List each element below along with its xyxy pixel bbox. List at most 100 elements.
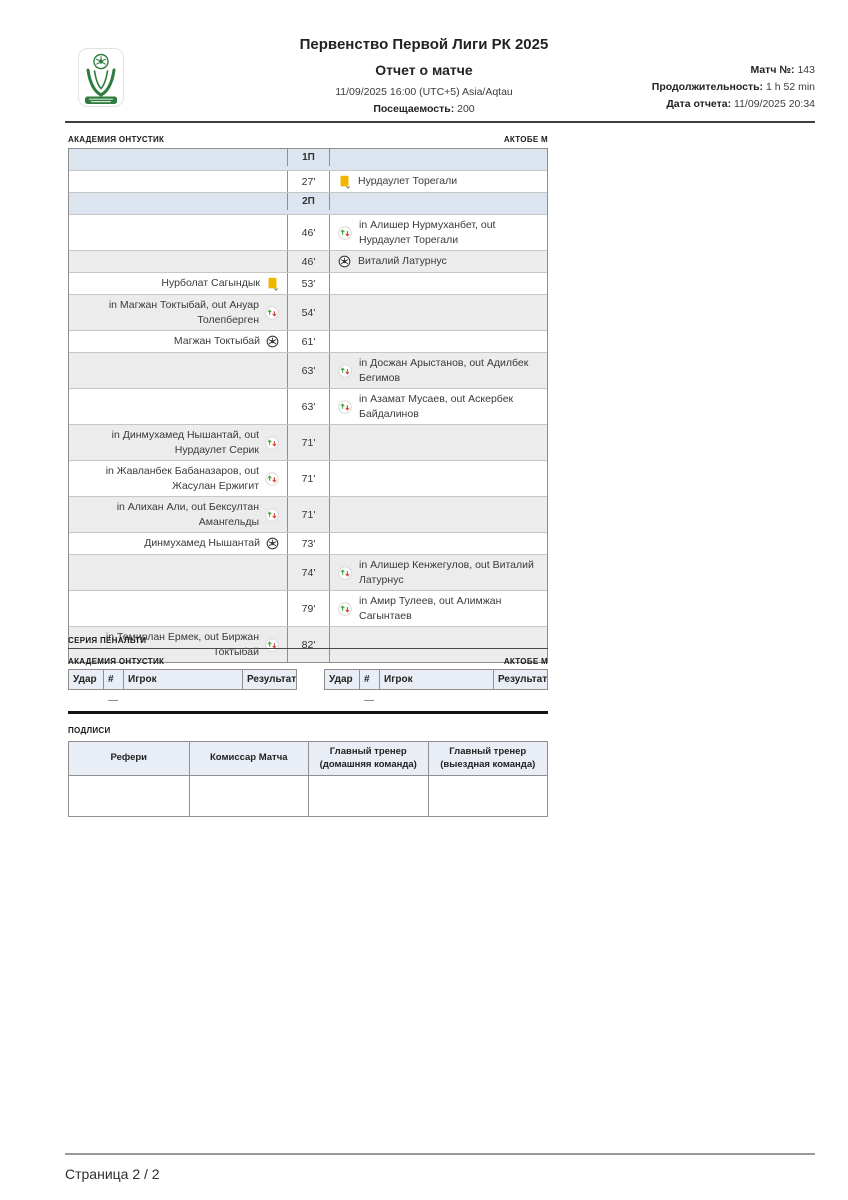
event-row: Нурболат Сагындык 53': [69, 272, 547, 294]
home-event-cell: [69, 389, 287, 424]
signature-col-home-coach: Главный тренер (домашняя команда): [308, 742, 428, 775]
event-row: in Жавланбек Бабаназаров, out Жасулан Ер…: [69, 460, 547, 496]
away-event-cell: in Амир Тулеев, out Алимжан Сагынтаев: [330, 591, 547, 626]
event-text: in Магжан Токтыбай, out Ануар Толепберге…: [108, 299, 259, 326]
away-event-cell: [330, 533, 547, 554]
event-text: in Азамат Мусаев, out Аскербек Байдалино…: [359, 393, 514, 420]
event-minute: 71': [287, 425, 330, 460]
report-date: Дата отчета: 11/09/2025 20:34: [666, 98, 815, 110]
event-text: Виталий Латурнус: [358, 255, 447, 268]
penalty-col-result: Результат: [493, 670, 547, 689]
event-text: in Алишер Нурмуханбет, out Нурдаулет Тор…: [359, 219, 496, 246]
yellow-card-icon: [266, 277, 279, 291]
event-row: 63' in Досжан Арыстанов, out Адилбек Беги…: [69, 352, 547, 388]
events-section: АКАДЕМИЯ ОНТУСТИК АКТОБЕ М 1П 27' Нурдауле…: [68, 135, 548, 663]
penalty-table-home: Удар # Игрок Результат —: [68, 669, 297, 706]
event-minute: 61': [287, 331, 330, 352]
period-row: 1П: [69, 149, 547, 170]
penalty-away-team: АКТОБЕ М: [503, 657, 548, 666]
signatures-section: ПОДЛИСИ Рефери Комиссар Матча Главный тр…: [68, 726, 548, 817]
substitution-icon: [265, 471, 279, 486]
match-number: Матч №: 143: [750, 64, 815, 76]
event-row: in Магжан Токтыбай, out Ануар Толепберге…: [69, 294, 547, 330]
signature-cell-away-coach: [427, 776, 548, 816]
event-text: in Алишер Кенжегулов, out Виталий Латурн…: [359, 559, 534, 586]
signatures-table: Рефери Комиссар Матча Главный тренер (до…: [68, 741, 548, 817]
event-minute: 46': [287, 215, 330, 250]
match-datetime: 11/09/2025 16:00 (UTC+5) Asia/Aqtau: [335, 86, 513, 98]
yellow-card-icon: [338, 175, 351, 189]
penalty-section-title: СЕРИЯ ПЕНАЛЬТИ: [68, 636, 147, 645]
period-row: 2П: [69, 192, 547, 214]
header-divider: [65, 121, 815, 123]
substitution-icon: [265, 305, 279, 320]
substitution-icon: [338, 399, 352, 414]
home-event-cell: in Алихан Али, out Бексултан Амангельды: [69, 497, 287, 532]
signature-col-referee: Рефери: [110, 752, 148, 764]
event-minute: 74': [287, 555, 330, 590]
away-team-name: АКТОБЕ М: [503, 135, 548, 144]
home-event-cell: [69, 591, 287, 626]
home-event-cell: [69, 171, 287, 192]
events-table: 1П 27' Нурдаулет Торегали 2П 46' in Алишер Ну…: [68, 148, 548, 663]
event-minute: 82': [287, 627, 330, 662]
home-event-cell: in Динмухамед Нышантай, out Нурдаулет Се…: [69, 425, 287, 460]
event-minute: 79': [287, 591, 330, 626]
event-text: Нурдаулет Торегали: [358, 175, 458, 188]
away-event-cell: in Алишер Кенжегулов, out Виталий Латурн…: [330, 555, 547, 590]
away-event-cell: [330, 273, 547, 294]
event-row: 74' in Алишер Кенжегулов, out Виталий Лат…: [69, 554, 547, 590]
home-event-cell: Динмухамед Нышантай: [69, 533, 287, 554]
event-text: in Динмухамед Нышантай, out Нурдаулет Се…: [111, 429, 259, 456]
away-event-cell: Виталий Латурнус: [330, 251, 547, 272]
event-row: Магжан Токтыбай 61': [69, 330, 547, 352]
home-event-cell: [69, 215, 287, 250]
penalty-col-player: Игрок: [123, 670, 242, 689]
event-row: in Темирлан Ермек, out Биржан Токтыбай 82…: [69, 626, 547, 662]
penalty-section-divider: [68, 648, 548, 649]
attendance: Посещаемость: 200: [0, 103, 848, 115]
event-minute: 54': [287, 295, 330, 330]
event-row: 46' Виталий Латурнус: [69, 250, 547, 272]
event-minute: 71': [287, 461, 330, 496]
event-row: 79' in Амир Тулеев, out Алимжан Сагынтаев: [69, 590, 547, 626]
event-row: 27' Нурдаулет Торегали: [69, 170, 547, 192]
event-row: in Динмухамед Нышантай, out Нурдаулет Се…: [69, 424, 547, 460]
event-text: Магжан Токтыбай: [173, 335, 260, 348]
penalty-col-shot: Удар: [73, 674, 97, 685]
penalty-section: СЕРИЯ ПЕНАЛЬТИ АКАДЕМИЯ ОНТУСТИК АКТОБЕ …: [68, 636, 548, 714]
penalty-col-result: Результат: [242, 670, 296, 689]
away-event-cell: in Азамат Мусаев, out Аскербек Байдалино…: [330, 389, 547, 424]
event-text: in Жавланбек Бабаназаров, out Жасулан Ер…: [105, 465, 259, 492]
event-text: in Досжан Арыстанов, out Адилбек Бегимов: [359, 357, 529, 384]
footer-divider: [65, 1153, 815, 1155]
event-minute: 73': [287, 533, 330, 554]
penalty-home-team: АКАДЕМИЯ ОНТУСТИК: [68, 657, 165, 666]
event-minute: 27': [287, 171, 330, 192]
match-duration: Продолжительность: 1 h 52 min: [651, 81, 815, 93]
penalty-col-number: #: [359, 670, 379, 689]
away-event-cell: in Досжан Арыстанов, out Адилбек Бегимов: [330, 353, 547, 388]
away-event-cell: [330, 295, 547, 330]
event-text: Динмухамед Нышантай: [144, 537, 260, 550]
signature-cell-commissioner: [188, 776, 309, 816]
home-event-cell: [69, 555, 287, 590]
event-minute: 63': [287, 353, 330, 388]
penalty-empty-home: —: [108, 695, 118, 706]
substitution-icon: [265, 435, 279, 450]
penalty-empty-away: —: [364, 695, 374, 706]
period-label: 2П: [287, 193, 330, 210]
event-minute: 46': [287, 251, 330, 272]
report-title: Первенство Первой Лиги РК 2025: [299, 36, 549, 53]
event-text: in Амир Тулеев, out Алимжан Сагынтаев: [359, 595, 502, 622]
substitution-icon: [338, 565, 352, 580]
substitution-icon: [265, 507, 279, 522]
penalty-bottom-divider: [68, 711, 548, 714]
attendance-label: Посещаемость:: [373, 103, 455, 115]
home-event-cell: in Магжан Токтыбай, out Ануар Толепберге…: [69, 295, 287, 330]
away-event-cell: [330, 497, 547, 532]
home-event-cell: [69, 353, 287, 388]
away-event-cell: [330, 425, 547, 460]
home-event-cell: Нурболат Сагындык: [69, 273, 287, 294]
